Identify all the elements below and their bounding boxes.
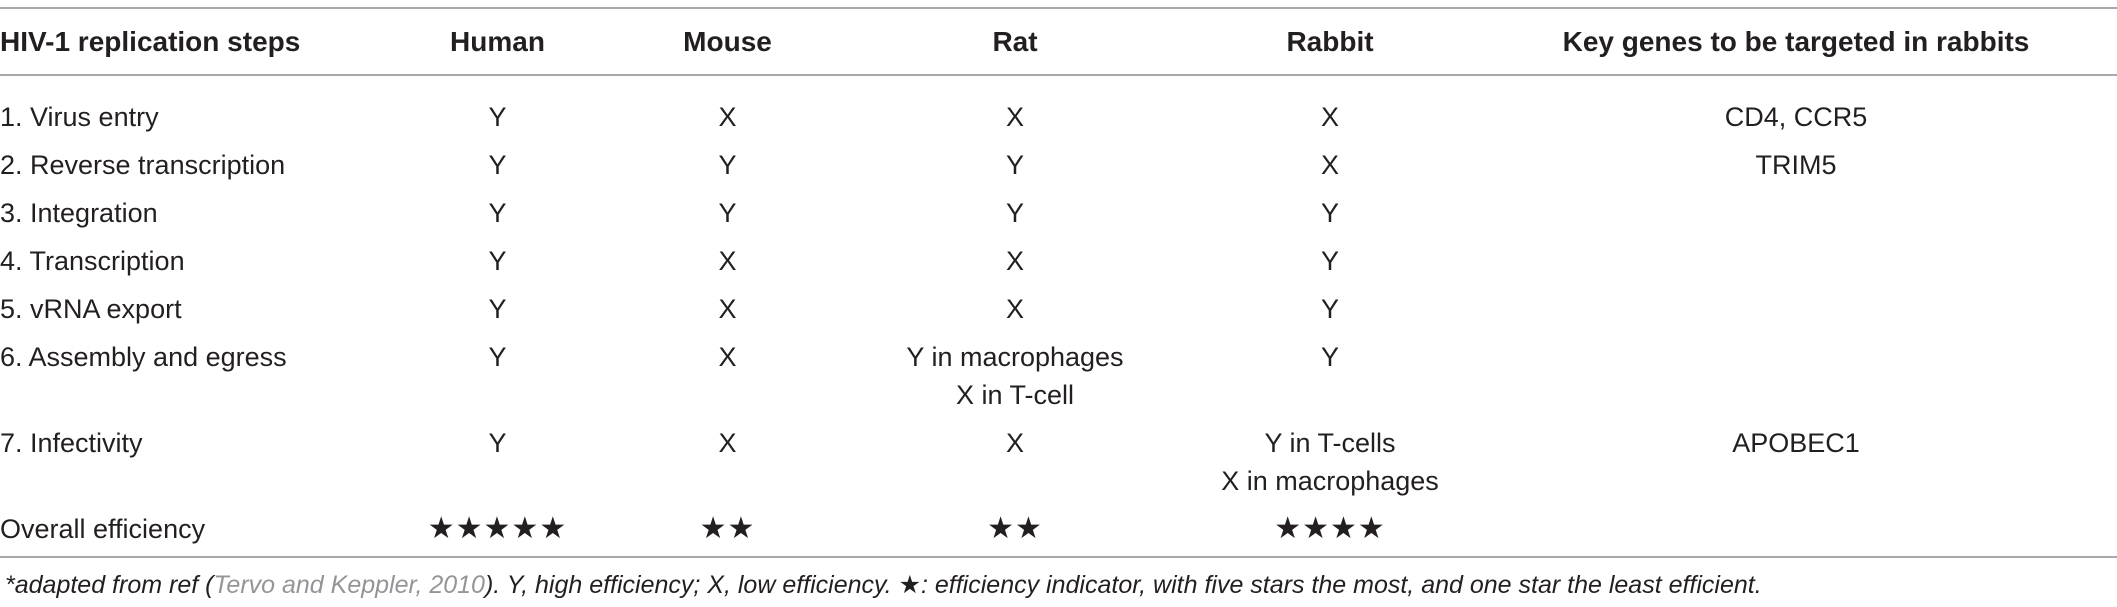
genes-cell: CD4, CCR5	[1724, 102, 1868, 132]
star-icon: ★	[898, 570, 921, 599]
header-human: Human	[450, 26, 545, 57]
top-rule	[0, 7, 2117, 9]
genes-cell	[1475, 232, 2117, 280]
genes-cell	[1475, 184, 2117, 232]
mouse-cell: X	[718, 102, 737, 132]
table-row: 1. Virus entry Y X X X CD4, CCR5	[0, 74, 2117, 136]
reference-link[interactable]: Tervo and Keppler, 2010	[213, 571, 485, 599]
human-efficiency-stars: ★★★★★	[385, 500, 610, 548]
efficiency-row: Overall efficiency ★★★★★ ★★ ★★ ★★★★	[0, 500, 2117, 548]
rabbit-cell-line: Y in T-cells	[1264, 428, 1396, 458]
table-row: 2. Reverse transcription Y Y Y X TRIM5	[0, 136, 2117, 184]
rat-cell: X	[1005, 428, 1024, 458]
star-rating: ★★	[987, 511, 1043, 546]
step-cell: 5. vRNA export	[0, 294, 182, 324]
rat-cell: Y	[1005, 198, 1024, 228]
step-cell: 1. Virus entry	[0, 102, 159, 132]
rabbit-cell: X	[1320, 150, 1339, 180]
human-cell: Y	[488, 246, 507, 276]
header-rule	[0, 74, 2117, 76]
step-cell: 7. Infectivity	[0, 428, 143, 458]
genes-efficiency-empty	[1475, 500, 2117, 548]
rabbit-cell: X	[1320, 102, 1339, 132]
header-rat: Rat	[992, 26, 1038, 57]
human-cell: Y	[488, 428, 507, 458]
star-rating: ★★★★★	[427, 511, 568, 546]
table-row: 7. Infectivity Y X X Y in T-cells X in m…	[0, 414, 2117, 500]
mouse-cell: X	[718, 342, 737, 372]
rabbit-cell-line: X in macrophages	[1221, 466, 1439, 496]
rabbit-cell: Y in T-cells X in macrophages	[1185, 414, 1475, 500]
rabbit-efficiency-stars: ★★★★	[1185, 500, 1475, 548]
human-cell: Y	[488, 294, 507, 324]
mouse-cell: X	[718, 246, 737, 276]
genes-cell: APOBEC1	[1732, 428, 1860, 458]
footnote-prefix: *adapted from ref (	[5, 571, 214, 599]
rat-cell: X	[1005, 294, 1024, 324]
rat-cell-line: X in T-cell	[955, 380, 1075, 410]
human-cell: Y	[488, 102, 507, 132]
genes-cell	[1475, 280, 2117, 328]
header-steps: HIV-1 replication steps	[0, 26, 301, 57]
rabbit-cell: Y	[1320, 246, 1339, 276]
footnote-suffix: : efficiency indicator, with five stars …	[921, 571, 1762, 599]
rat-cell-line: Y in macrophages	[906, 342, 1124, 372]
table-row: 5. vRNA export Y X X Y	[0, 280, 2117, 328]
rat-efficiency-stars: ★★	[845, 500, 1185, 548]
rabbit-cell: Y	[1320, 198, 1339, 228]
rabbit-cell: Y	[1320, 342, 1339, 372]
mouse-cell: X	[718, 428, 737, 458]
efficiency-label: Overall efficiency	[0, 514, 206, 544]
step-cell: 4. Transcription	[0, 246, 185, 276]
header-rabbit: Rabbit	[1286, 26, 1374, 57]
header-row: HIV-1 replication steps Human Mouse Rat …	[0, 10, 2117, 74]
header-mouse: Mouse	[683, 26, 772, 57]
star-rating: ★★	[699, 511, 756, 546]
table-row: 3. Integration Y Y Y Y	[0, 184, 2117, 232]
footnote-middle: ). Y, high efficiency; X, low efficiency…	[484, 571, 899, 599]
table-row: 6. Assembly and egress Y X Y in macropha…	[0, 328, 2117, 414]
rat-cell: Y in macrophages X in T-cell	[845, 328, 1185, 414]
rat-cell: X	[1005, 246, 1024, 276]
mouse-cell: X	[718, 294, 737, 324]
mouse-cell: Y	[718, 198, 737, 228]
header-key-genes: Key genes to be targeted in rabbits	[1562, 26, 2030, 57]
rat-cell: Y	[1005, 150, 1024, 180]
table-footnote: *adapted from ref (Tervo and Keppler, 20…	[5, 570, 1762, 600]
genes-cell	[1475, 328, 2117, 414]
human-cell: Y	[488, 198, 507, 228]
table-row: 4. Transcription Y X X Y	[0, 232, 2117, 280]
star-rating: ★★★★	[1274, 511, 1386, 546]
genes-cell: TRIM5	[1755, 150, 1837, 180]
bottom-rule	[0, 556, 2117, 558]
rat-cell: X	[1005, 102, 1024, 132]
hiv-replication-table: HIV-1 replication steps Human Mouse Rat …	[0, 10, 2117, 548]
step-cell: 3. Integration	[0, 198, 158, 228]
mouse-cell: Y	[718, 150, 737, 180]
human-cell: Y	[488, 150, 507, 180]
mouse-efficiency-stars: ★★	[610, 500, 845, 548]
step-cell: 6. Assembly and egress	[0, 342, 287, 372]
step-cell: 2. Reverse transcription	[0, 150, 286, 180]
rabbit-cell: Y	[1320, 294, 1339, 324]
human-cell: Y	[488, 342, 507, 372]
